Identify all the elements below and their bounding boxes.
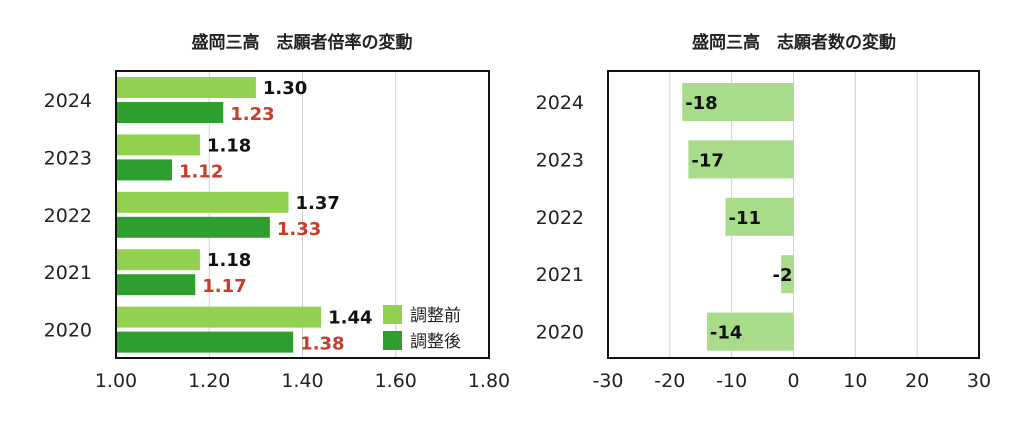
ratio-x-tick-label: 1.40 [281,370,323,392]
ratio-x-tick-label: 1.60 [375,370,417,392]
ratio-bar-after [116,274,196,296]
ratio-bar-after [116,216,270,238]
ratio-chart: 盛岡三高 志願者倍率の変動 1.301.231.181.121.371.331.… [44,32,511,392]
ratio-bar-before [116,134,200,156]
ratio-label-after: 1.12 [179,161,223,182]
legend-label-before: 調整前 [410,306,461,326]
count-bar-label: -11 [728,208,761,229]
ratio-bars [116,77,322,353]
count-x-tick-label: -30 [592,370,623,392]
count-x-tick-label: 10 [843,370,867,392]
ratio-bar-before [116,306,322,328]
count-year-label: 2023 [536,149,584,171]
ratio-label-before: 1.37 [296,193,340,214]
count-bar-label: -2 [773,265,793,286]
ratio-bar-before [116,249,200,271]
ratio-chart-title: 盛岡三高 志願者倍率の変動 [192,32,413,53]
ratio-label-after: 1.33 [277,219,321,240]
ratio-bar-after [116,159,172,181]
count-bar [688,140,794,179]
ratio-label-before: 1.18 [207,250,251,271]
ratio-label-before: 1.30 [263,78,307,99]
count-bar-label: -14 [710,323,743,344]
count-x-tick-label: 20 [905,370,929,392]
count-chart: 盛岡三高 志願者数の変動 -18 -17 -11 -2 -14 2024 2023 2022… [536,32,991,392]
count-year-label: 2022 [536,207,584,229]
count-bar [706,312,794,351]
count-value-labels: -18 -17 -11 -2 -14 [685,93,792,344]
ratio-year-label: 2020 [44,320,92,342]
ratio-label-after: 1.38 [300,334,344,355]
ratio-x-tick-label: 1.20 [188,370,230,392]
ratio-year-ticks: 2024 2023 2022 2021 2020 [44,90,92,342]
ratio-x-tick-label: 1.80 [468,370,510,392]
ratio-label-after: 1.23 [230,104,274,125]
count-chart-title: 盛岡三高 志願者数の変動 [692,32,896,53]
ratio-label-before: 1.44 [328,308,372,329]
ratio-bar-after [116,102,224,123]
count-year-label: 2024 [536,92,584,114]
ratio-bar-before [116,191,289,213]
ratio-year-label: 2022 [44,205,92,227]
count-plot-frame [607,70,980,359]
count-bar-label: -17 [691,150,724,171]
count-x-tick-label: 30 [967,370,991,392]
ratio-plot-frame [115,70,490,359]
ratio-bar-after [116,331,294,353]
ratio-year-label: 2024 [44,90,92,112]
ratio-year-label: 2021 [44,262,92,284]
ratio-x-tick-label: 1.00 [95,370,137,392]
count-year-label: 2021 [536,264,584,286]
count-x-tick-label: -10 [716,370,747,392]
legend-label-after: 調整後 [410,332,461,352]
count-year-label: 2020 [536,322,584,344]
ratio-label-after: 1.17 [202,276,246,297]
count-bar [781,255,794,294]
ratio-bar-before [116,77,256,98]
count-bar [725,197,794,236]
ratio-x-ticks: 1.00 1.20 1.40 1.60 1.80 [95,370,510,392]
ratio-legend: 調整前 調整後 [383,305,461,352]
ratio-year-label: 2023 [44,147,92,169]
count-x-tick-label: 0 [787,370,799,392]
count-x-tick-label: -20 [654,370,685,392]
count-year-ticks: 2024 2023 2022 2021 2020 [536,92,584,344]
count-bar [682,83,794,121]
legend-swatch-before [383,305,402,324]
legend-swatch-after [383,331,402,350]
count-bars [682,83,794,351]
count-bar-label: -18 [685,93,718,114]
ratio-label-before: 1.18 [207,135,251,156]
ratio-value-labels: 1.30 1.23 1.18 1.12 1.37 1.33 1.18 1.17 1.44 1.38 [179,78,373,355]
count-x-ticks: -30 -20 -10 0 10 20 30 [592,370,991,392]
